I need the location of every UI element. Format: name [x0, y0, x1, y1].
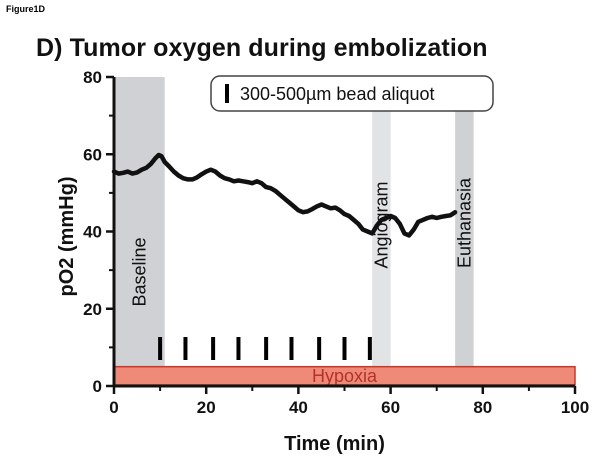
band-label-baseline: Baseline [129, 237, 149, 306]
legend-text: 300-500µm bead aliquot [240, 84, 435, 104]
figure-label: Figure1D [6, 4, 46, 14]
shaded-region-angiogram [372, 77, 391, 386]
x-tick-label-40: 40 [289, 398, 308, 417]
y-tick-label-80: 80 [83, 68, 102, 87]
band-label-euthanasia: Euthanasia [454, 177, 474, 268]
hypoxia-label: Hypoxia [312, 366, 378, 386]
x-tick-label-0: 0 [109, 398, 118, 417]
x-axis-title: Time (min) [284, 433, 385, 455]
legend-box [210, 75, 494, 112]
y-axis-title: pO2 (mmHg) [56, 177, 78, 297]
y-tick-label-40: 40 [83, 223, 102, 242]
y-tick-label-20: 20 [83, 300, 102, 319]
x-tick-label-100: 100 [561, 398, 589, 417]
chart-title: D) Tumor oxygen during embolization [36, 34, 488, 62]
x-tick-label-60: 60 [381, 398, 400, 417]
shaded-region-baseline [114, 77, 165, 386]
x-tick-label-80: 80 [473, 398, 492, 417]
po2-series-line [111, 152, 458, 238]
band-label-angiogram: Angiogram [371, 181, 391, 268]
x-tick-label-20: 20 [197, 398, 216, 417]
y-tick-label-60: 60 [83, 145, 102, 164]
y-tick-label-0: 0 [93, 377, 102, 396]
shaded-region-euthanasia [455, 77, 474, 386]
